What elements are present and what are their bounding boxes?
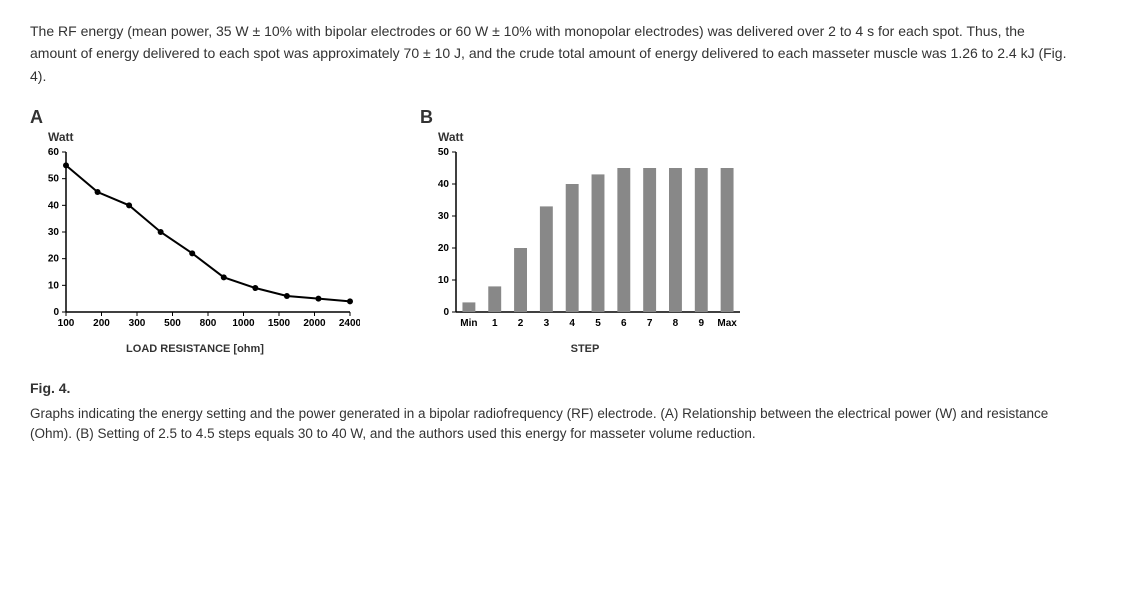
panel-b-xlabel: STEP [420, 343, 750, 355]
panel-a-xlabel: LOAD RESISTANCE [ohm] [30, 343, 360, 355]
svg-text:1: 1 [492, 318, 498, 329]
svg-text:Min: Min [460, 318, 477, 329]
svg-text:3: 3 [544, 318, 550, 329]
panel-a-label: A [30, 107, 360, 128]
svg-text:4: 4 [569, 318, 575, 329]
panel-b-ylabel: Watt [438, 130, 750, 144]
panel-b-label: B [420, 107, 750, 128]
panel-a-ylabel: Watt [48, 130, 360, 144]
svg-text:0: 0 [53, 307, 59, 318]
svg-text:8: 8 [673, 318, 679, 329]
svg-text:9: 9 [698, 318, 704, 329]
svg-text:Max: Max [717, 318, 737, 329]
figure-panel-b: B Watt 0 10 20 30 40 50 Min 1 2 3 4 5 6 7 8 9 Max STEP [420, 107, 750, 355]
svg-text:2: 2 [518, 318, 524, 329]
svg-text:10: 10 [438, 275, 450, 286]
panel-a-chart: 0 10 20 30 40 50 60 100 200 300 500 800 1000 1500 2000… [30, 146, 360, 336]
svg-text:7: 7 [647, 318, 653, 329]
svg-text:10: 10 [48, 281, 60, 292]
svg-text:50: 50 [438, 147, 450, 158]
svg-text:60: 60 [48, 147, 60, 158]
svg-text:30: 30 [48, 227, 60, 238]
svg-text:6: 6 [621, 318, 627, 329]
figure-4: A Watt 010203040506010020030050080010001… [30, 107, 1095, 355]
svg-text:200: 200 [93, 318, 110, 329]
panel-b-chart: 0 10 20 30 40 50 Min 1 2 3 4 5 6 7 8 9 Max [420, 146, 750, 336]
svg-text:5: 5 [595, 318, 601, 329]
svg-text:20: 20 [48, 254, 60, 265]
svg-text:50: 50 [48, 174, 60, 185]
svg-text:30: 30 [438, 211, 450, 222]
svg-text:0: 0 [443, 307, 449, 318]
svg-text:300: 300 [129, 318, 146, 329]
svg-text:20: 20 [438, 243, 450, 254]
body-paragraph: The RF energy (mean power, 35 W ± 10% wi… [30, 20, 1070, 87]
svg-text:40: 40 [438, 179, 450, 190]
svg-text:1500: 1500 [268, 318, 291, 329]
svg-text:2000: 2000 [303, 318, 326, 329]
svg-text:2400: 2400 [339, 318, 360, 329]
figure-caption: Graphs indicating the energy setting and… [30, 404, 1070, 443]
svg-text:1000: 1000 [232, 318, 255, 329]
svg-text:800: 800 [200, 318, 217, 329]
svg-text:500: 500 [164, 318, 181, 329]
figure-title: Fig. 4. [30, 380, 1095, 396]
svg-text:100: 100 [58, 318, 75, 329]
svg-text:40: 40 [48, 201, 60, 212]
figure-panel-a: A Watt 0 10 20 30 40 50 60 100 200 300 500 800 1000 1… [30, 107, 360, 355]
